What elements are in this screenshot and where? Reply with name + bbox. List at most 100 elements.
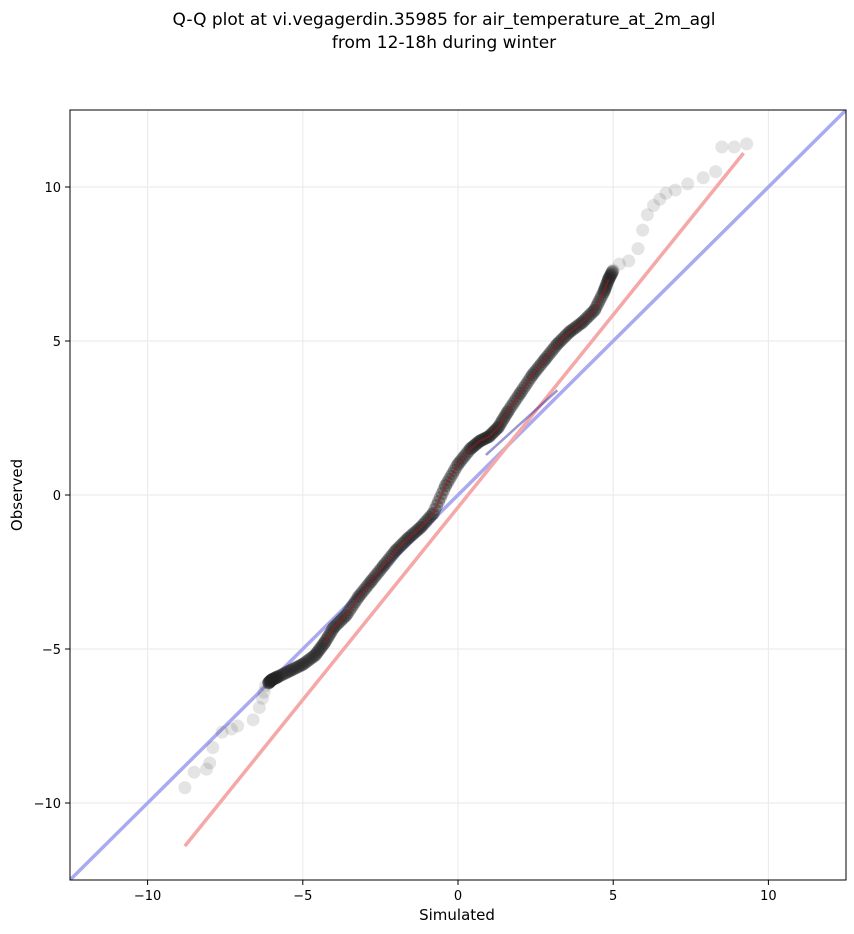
quantile-point-dense xyxy=(603,270,617,284)
quantile-point xyxy=(602,272,616,286)
quantile-point-dense xyxy=(283,664,297,678)
quantile-point-dense xyxy=(264,674,278,688)
quantile-point-dense xyxy=(278,666,292,680)
quantile-point xyxy=(262,676,276,690)
quantile-point-dense xyxy=(269,671,283,685)
quantile-point xyxy=(203,756,217,770)
quantile-point xyxy=(640,208,654,222)
quantile-point-dense xyxy=(602,272,616,286)
quantile-point-dense xyxy=(263,675,277,689)
x-axis-label: Simulated xyxy=(419,906,495,924)
quantile-point-dense xyxy=(605,266,619,280)
quantile-point xyxy=(653,192,667,206)
quantile-point xyxy=(231,719,245,733)
quantile-point-dense xyxy=(290,660,304,674)
quantile-point-dense xyxy=(289,661,303,675)
quantile-point-dense xyxy=(267,672,281,686)
x-tick-label: 10 xyxy=(760,889,777,904)
quantile-point xyxy=(740,137,754,151)
quantile-point xyxy=(606,263,620,277)
reference-lines xyxy=(70,110,846,880)
quantile-point xyxy=(696,171,710,185)
quantile-point xyxy=(318,636,332,650)
quantile-point-dense xyxy=(292,659,306,673)
quantile-point xyxy=(246,713,260,727)
quantile-point xyxy=(252,701,266,715)
quantile-point-dense xyxy=(263,674,277,688)
quantile-point xyxy=(215,725,229,739)
quantile-point-dense xyxy=(312,643,326,657)
y-tick-label: 10 xyxy=(44,181,61,196)
quantile-point-dense xyxy=(266,672,280,686)
quantile-point-dense xyxy=(301,653,315,667)
quantile-point-dense xyxy=(311,645,325,659)
quantile-point-dense xyxy=(287,662,301,676)
quantile-point-dense xyxy=(606,264,620,278)
quantile-point xyxy=(727,140,741,154)
quantile-point xyxy=(659,186,673,200)
quantile-point-dense xyxy=(285,663,299,677)
quantile-point xyxy=(709,165,723,179)
quantile-point xyxy=(715,140,729,154)
quantile-core-blue xyxy=(485,389,559,456)
quantile-point xyxy=(283,664,297,678)
quantile-point-dense xyxy=(280,665,294,679)
quantile-point xyxy=(612,257,626,271)
quantile-point-dense xyxy=(314,641,328,655)
quantile-point xyxy=(308,648,322,662)
quantile-point xyxy=(647,198,661,212)
x-tick-label: 0 xyxy=(454,889,462,904)
quantile-point xyxy=(622,254,636,268)
quantile-point-dense xyxy=(270,670,284,684)
x-tick-label: 5 xyxy=(609,889,617,904)
quantile-point-dense xyxy=(298,656,312,670)
quantile-point-dense xyxy=(299,655,313,669)
quantile-point xyxy=(187,765,201,779)
quantile-point-dense xyxy=(273,669,287,683)
quantile-point-dense xyxy=(602,271,616,285)
quantile-points xyxy=(178,137,754,795)
identity-line xyxy=(70,110,846,880)
quantile-point-dense xyxy=(275,668,289,682)
quantile-point-dense xyxy=(296,657,310,671)
quantile-point xyxy=(178,781,192,795)
y-tick-label: −5 xyxy=(42,643,61,658)
quantile-point-dense xyxy=(604,267,618,281)
quantile-point-dense xyxy=(267,671,281,685)
quantile-point xyxy=(296,657,310,671)
quantile-point xyxy=(636,223,650,237)
y-axis-ticks: −10 −5 0 5 10 xyxy=(34,181,70,812)
y-tick-label: −10 xyxy=(34,797,61,812)
quantile-core xyxy=(323,279,610,644)
quantile-point xyxy=(668,183,682,197)
x-tick-label: −10 xyxy=(134,889,161,904)
quantile-point-dense xyxy=(305,651,319,665)
x-tick-label: −5 xyxy=(293,889,312,904)
quantile-point xyxy=(255,691,269,705)
quantile-point xyxy=(631,242,645,256)
quantile-point xyxy=(265,673,279,687)
quantile-point-dense xyxy=(308,648,322,662)
quantile-point xyxy=(224,722,238,736)
quantile-point-dense xyxy=(282,664,296,678)
quantile-point-dense xyxy=(318,636,332,650)
quantile-point-dense xyxy=(276,667,290,681)
quantile-point-dense xyxy=(310,646,324,660)
y-axis-label: Observed xyxy=(8,459,26,531)
quantile-core-red xyxy=(323,279,610,644)
quantile-point-dense xyxy=(262,675,276,689)
quantile-point-dense xyxy=(262,676,276,690)
y-tick-label: 0 xyxy=(53,489,61,504)
quantile-point-dense xyxy=(265,673,279,687)
quantile-point-dense xyxy=(604,268,618,282)
quantile-point-dense xyxy=(294,658,308,672)
chart-title: Q-Q plot at vi.vegagerdin.35985 for air_… xyxy=(172,10,715,30)
quantile-point-dense xyxy=(303,652,317,666)
quantile-point xyxy=(206,741,220,755)
quantile-point-dense xyxy=(271,670,285,684)
y-tick-label: 5 xyxy=(53,335,61,350)
quantile-point xyxy=(271,670,285,684)
fit-line xyxy=(183,152,745,848)
